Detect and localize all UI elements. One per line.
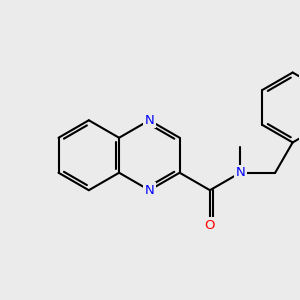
Text: O: O	[205, 219, 215, 232]
Text: N: N	[145, 114, 154, 127]
Text: N: N	[145, 184, 154, 197]
Text: N: N	[235, 166, 245, 179]
